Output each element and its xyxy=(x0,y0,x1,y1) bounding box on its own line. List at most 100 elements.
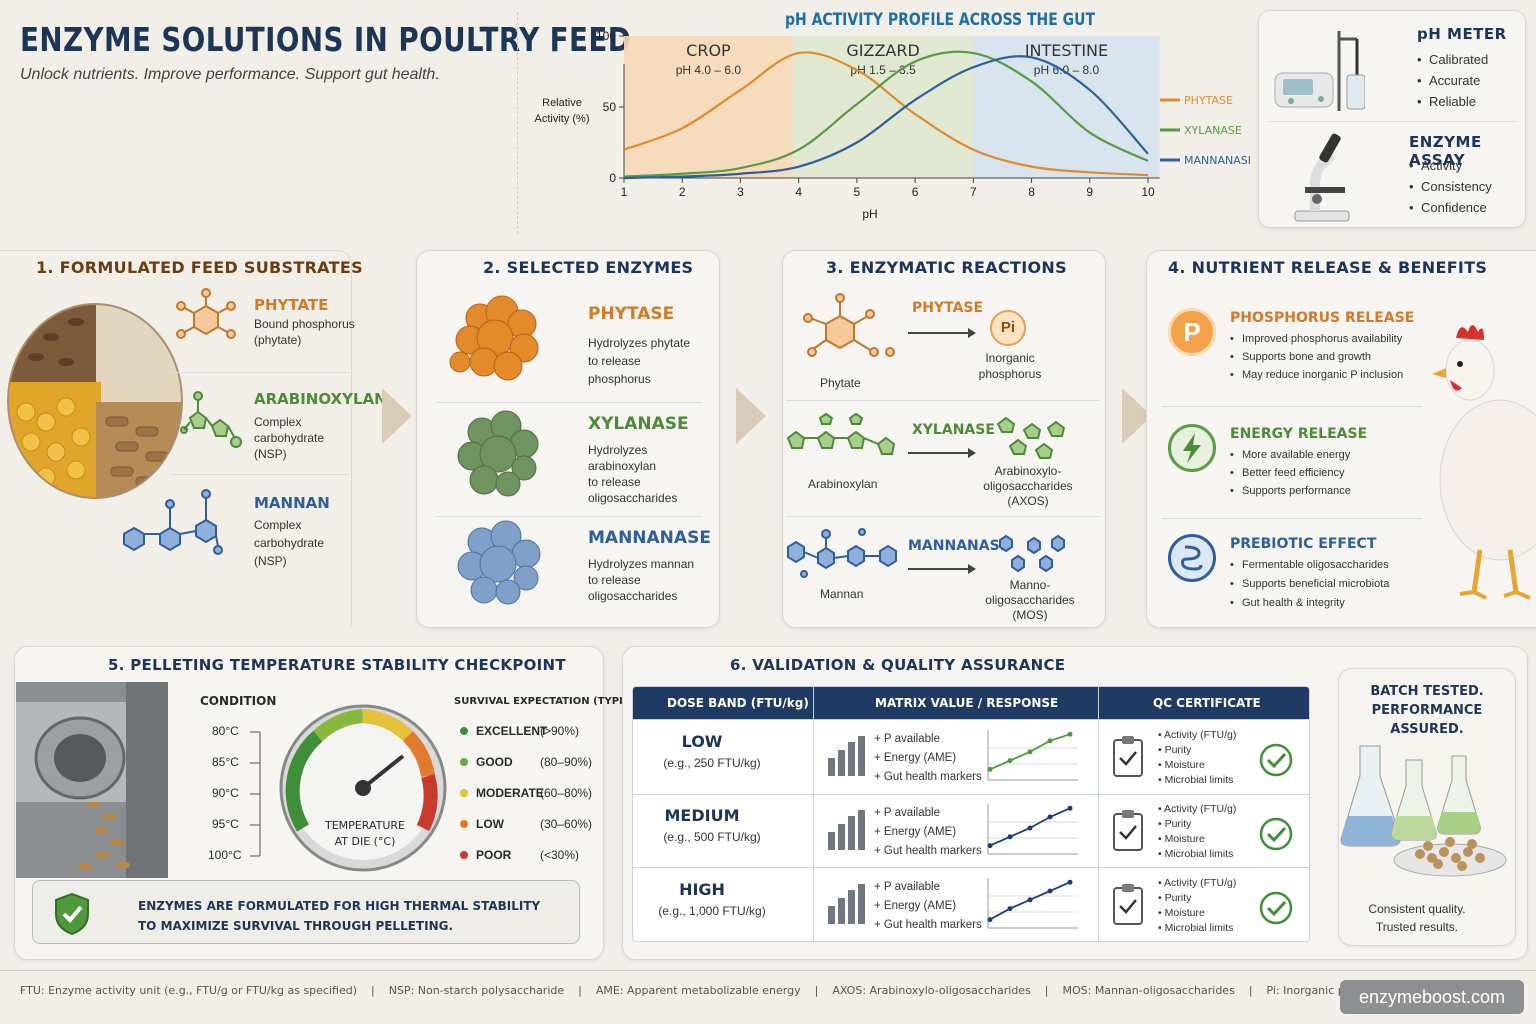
y-tick-label: 50 xyxy=(603,100,617,114)
list-item: Calibrated xyxy=(1417,49,1488,70)
chart-title: pH ACTIVITY PROFILE ACROSS THE GUT xyxy=(785,10,1095,30)
substrate-mannan-name: MANNAN xyxy=(254,494,330,512)
list-item: • Purity xyxy=(1158,818,1192,830)
ph-activity-chart: CROP pH 4.0 – 6.0 GIZZARD pH 1.5 – 3.5 INTES… xyxy=(530,4,1255,236)
table-header xyxy=(633,687,1309,719)
thermal-note-box xyxy=(32,880,580,944)
reaction-enzyme-xylanase: XYLANASE xyxy=(912,422,995,438)
equipment-divider xyxy=(1269,121,1517,122)
page-title: ENZYME SOLUTIONS IN POULTRY FEED xyxy=(20,20,632,59)
reaction-product-pi: Inorganic phosphorus xyxy=(978,351,1042,381)
clipboard-icon xyxy=(1112,808,1144,857)
section-3-title: 3. ENZYMATIC REACTIONS xyxy=(826,258,1067,277)
qc-list: • Activity (FTU/g) • Purity • Moisture • Mi… xyxy=(1158,876,1236,936)
list-item: • Microbial limits xyxy=(1158,922,1234,934)
qc-list: • Activity (FTU/g) • Purity • Moisture • Mi… xyxy=(1158,728,1236,788)
temperature-gauge xyxy=(278,696,448,872)
y-tick-label: 0 xyxy=(609,171,616,185)
x-tick-label: 8 xyxy=(1028,185,1035,199)
divider xyxy=(786,400,1100,401)
list-item: Fermentable oligosaccharides xyxy=(1230,556,1389,575)
enzyme-mannanase-name: MANNANASE xyxy=(588,528,711,548)
list-item: + P available xyxy=(874,733,940,745)
divider xyxy=(436,516,702,517)
list-item: Gut health & integrity xyxy=(1230,594,1389,613)
substrate-phytate-name: PHYTATE xyxy=(254,296,329,314)
list-item: Accurate xyxy=(1417,70,1488,91)
reaction-product-mos: Manno-oligosaccharides (MOS) xyxy=(985,578,1075,622)
series-line-phytase xyxy=(623,51,1149,177)
list-item: • Purity xyxy=(1158,744,1192,756)
list-item: Reliable xyxy=(1417,91,1488,112)
x-tick-label: 7 xyxy=(970,185,977,199)
benefit-phosphorus-list: Improved phosphorus availability Support… xyxy=(1230,330,1403,384)
substrate-arabinoxylan-name: ARABINOXYLAN xyxy=(254,390,387,408)
phosphorus-icon: P xyxy=(1168,308,1216,356)
reaction-arrow-icon xyxy=(906,326,976,345)
list-item: + P available xyxy=(874,807,940,819)
divider xyxy=(786,516,1100,517)
response-list: + P available + Energy (AME) + Gut health … xyxy=(874,878,982,935)
enzyme-xylanase-name: XYLANASE xyxy=(588,414,689,434)
separator: | xyxy=(814,984,819,997)
list-item: • Activity (FTU/g) xyxy=(1158,877,1237,889)
section-5-title: 5. PELLETING TEMPERATURE STABILITY CHECK… xyxy=(108,656,566,674)
bar-chart-icon xyxy=(826,808,866,857)
benefit-phosphorus-name: PHOSPHORUS RELEASE xyxy=(1230,310,1415,326)
section-6-title: 6. VALIDATION & QUALITY ASSURANCE xyxy=(730,656,1066,674)
list-item: Activity xyxy=(1409,155,1492,176)
bar-chart-icon xyxy=(826,734,866,783)
separator: | xyxy=(1044,984,1049,997)
trend-sparkline xyxy=(986,802,1080,861)
header-matrix: MATRIX VALUE / RESPONSE xyxy=(875,696,1059,710)
temperature-scale xyxy=(206,722,266,862)
list-item: More available energy xyxy=(1230,446,1351,464)
substrate-arabinoxylan-desc: Complex carbohydrate (NSP) xyxy=(254,415,325,461)
list-item: + Gut health markers xyxy=(874,919,982,931)
arabinoxylan-molecule-icon xyxy=(176,390,246,455)
list-item: + P available xyxy=(874,881,940,893)
list-item: May reduce inorganic P inclusion xyxy=(1230,366,1403,384)
list-item: Consistency xyxy=(1409,176,1492,197)
y-axis-label: Relative xyxy=(542,97,582,109)
enzyme-xylanase-desc: Hydrolyzes arabinoxylan to release oligosac… xyxy=(588,443,678,505)
list-item: + Energy (AME) xyxy=(874,752,957,764)
enzyme-assay-list: Activity Consistency Confidence xyxy=(1409,155,1492,218)
condition-label: CONDITION xyxy=(200,694,277,708)
dose-band-example: (e.g., 1,000 FTU/kg) xyxy=(658,904,766,918)
temp-label: 95°C xyxy=(212,817,239,831)
mannan-chain-icon xyxy=(786,526,902,587)
list-item: • Moisture xyxy=(1158,759,1205,771)
check-circle-icon xyxy=(1258,890,1294,931)
ph-meter-image xyxy=(1269,21,1366,117)
reaction-substrate-mannan: Mannan xyxy=(820,587,864,601)
pellet-mill-image xyxy=(16,682,168,878)
trend-sparkline xyxy=(986,728,1080,787)
lab-glassware-image xyxy=(1340,736,1514,886)
section-1-title: 1. FORMULATED FEED SUBSTRATES xyxy=(36,258,363,277)
xylanase-protein-icon xyxy=(444,404,554,509)
list-item: • Microbial limits xyxy=(1158,848,1234,860)
list-item: + Energy (AME) xyxy=(874,900,957,912)
flow-arrow-icon xyxy=(736,388,766,444)
shield-check-icon xyxy=(52,892,92,941)
trend-sparkline xyxy=(986,876,1080,935)
dose-band-name: LOW xyxy=(681,732,723,751)
divider xyxy=(1162,518,1422,519)
separator: | xyxy=(1248,984,1253,997)
x-tick-label: 2 xyxy=(679,185,686,199)
list-item: + Gut health markers xyxy=(874,771,982,783)
region-range: pH 1.5 – 3.5 xyxy=(850,63,916,77)
section-feed-substrates xyxy=(0,250,352,626)
survival-label: SURVIVAL EXPECTATION (TYPICAL) xyxy=(454,696,649,707)
mos-product-icon xyxy=(998,534,1068,579)
temp-label: 100°C xyxy=(208,848,242,862)
series-line-xylanase xyxy=(623,50,1149,178)
list-item: + Gut health markers xyxy=(874,845,982,857)
mannan-molecule-icon xyxy=(120,486,230,571)
chart-region xyxy=(624,36,793,178)
brand-link[interactable]: enzymeboost.com xyxy=(1340,980,1524,1014)
footer-divider xyxy=(0,970,1536,971)
list-item: Confidence xyxy=(1409,197,1492,218)
check-circle-icon xyxy=(1258,742,1294,783)
